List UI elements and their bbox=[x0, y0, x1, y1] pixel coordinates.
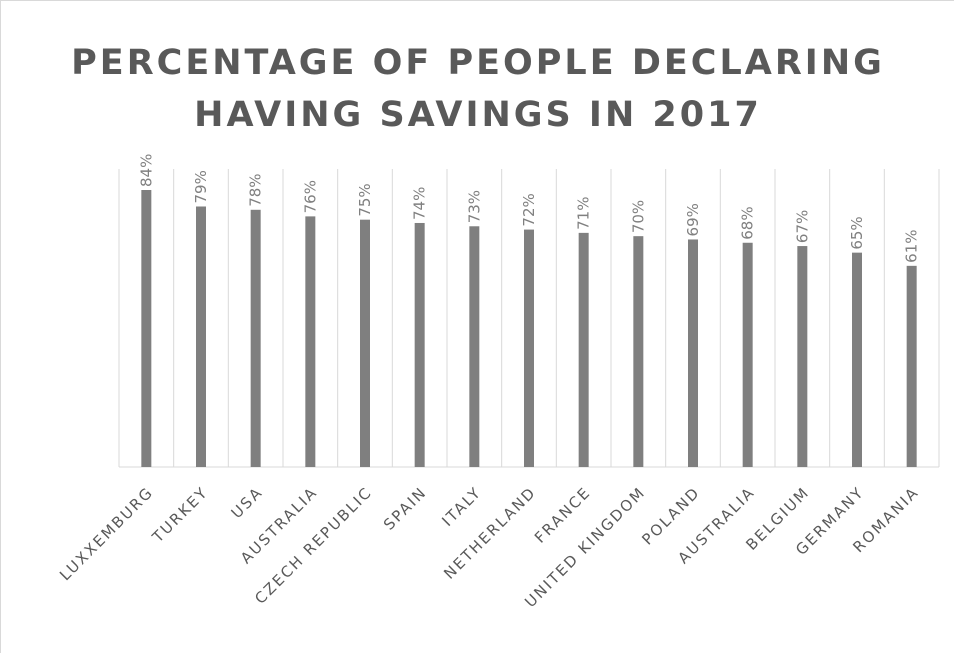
bar bbox=[906, 265, 917, 467]
data-label: 67% bbox=[793, 210, 811, 243]
bar bbox=[633, 236, 644, 467]
category-tick-label: USA bbox=[228, 483, 267, 522]
bar bbox=[250, 209, 261, 468]
data-label: 73% bbox=[465, 190, 483, 223]
data-label: 61% bbox=[903, 230, 921, 263]
data-label: 84% bbox=[137, 154, 155, 187]
bar-layer bbox=[141, 190, 917, 468]
bar bbox=[688, 239, 698, 467]
data-label: 78% bbox=[247, 173, 265, 206]
bar bbox=[469, 226, 480, 467]
bar bbox=[305, 216, 316, 467]
bar bbox=[852, 252, 862, 467]
chart-title: PERCENTAGE OF PEOPLE DECLARING HAVING SA… bbox=[71, 43, 885, 135]
value-label-layer: 84% 79% 78% 76% 75% 74% 73% 72% 71% 70% 69% 68% 67% 6… bbox=[137, 154, 920, 263]
bar bbox=[524, 229, 534, 467]
data-label: 70% bbox=[629, 200, 647, 233]
data-label: 76% bbox=[301, 180, 319, 213]
bar bbox=[797, 246, 808, 467]
bar bbox=[414, 222, 425, 467]
data-label: 69% bbox=[684, 203, 702, 236]
bar bbox=[360, 219, 370, 467]
category-tick-label: SPAIN bbox=[380, 483, 431, 534]
data-label: 79% bbox=[192, 170, 210, 203]
data-label: 74% bbox=[411, 187, 429, 220]
bar bbox=[196, 206, 206, 467]
bar bbox=[141, 190, 152, 467]
data-label: 71% bbox=[575, 197, 593, 230]
category-tick-label: NETHERLAND bbox=[440, 483, 540, 583]
data-label: 72% bbox=[520, 193, 538, 226]
bar bbox=[742, 242, 753, 467]
data-label: 68% bbox=[739, 206, 757, 239]
category-tick-label: ITALY bbox=[438, 483, 485, 530]
bar bbox=[578, 232, 589, 467]
data-label: 65% bbox=[848, 216, 866, 249]
data-label: 75% bbox=[356, 183, 374, 216]
category-tick-label: LUXXEMBURG bbox=[56, 483, 157, 584]
category-tick-label: TURKEY bbox=[148, 483, 212, 547]
